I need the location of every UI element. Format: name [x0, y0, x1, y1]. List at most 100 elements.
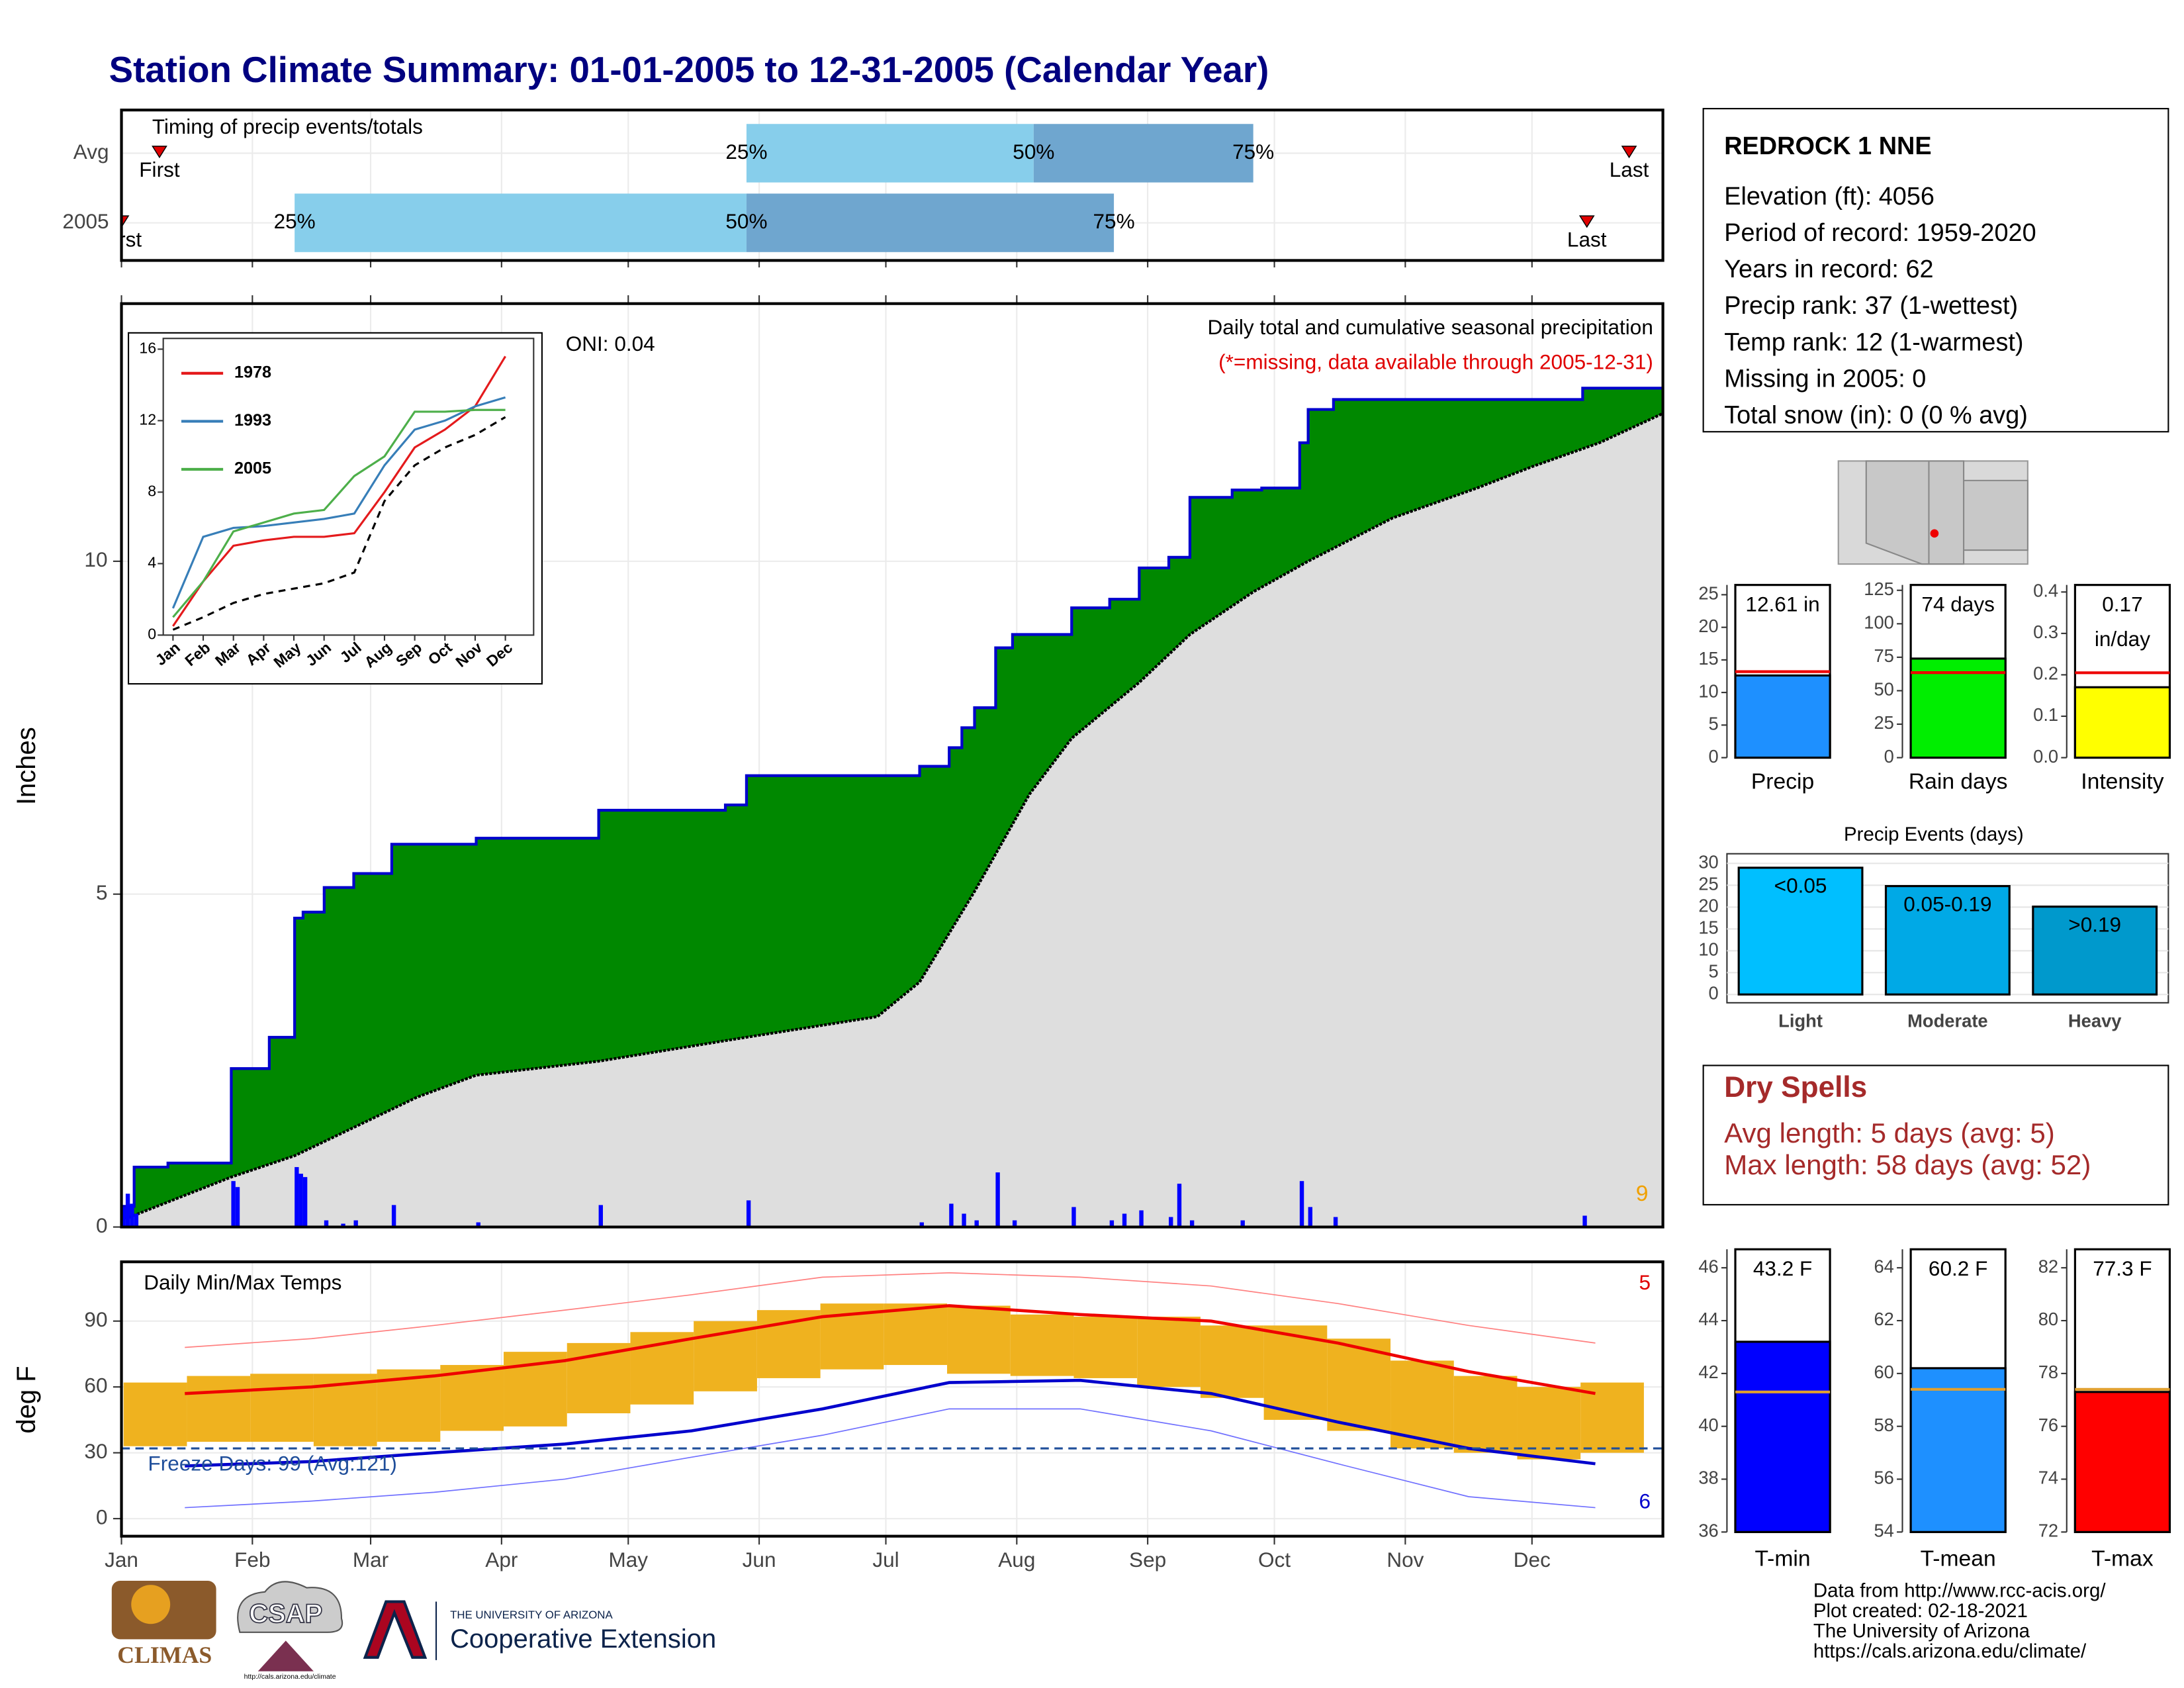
y-tick-label: 0 — [1709, 746, 1719, 767]
count-label: 9 — [1636, 1182, 1649, 1206]
station-line: Years in record: 62 — [1724, 256, 1933, 283]
station-line: Temp rank: 12 (1-warmest) — [1724, 328, 2023, 356]
daily-bar — [121, 1207, 126, 1227]
x-tick-label: Dec — [1514, 1548, 1551, 1571]
legend-label: 1993 — [234, 411, 271, 430]
daily-bar — [1177, 1184, 1182, 1227]
value-label: 12.61 in — [1745, 592, 1819, 616]
percent-label: 25% — [274, 209, 316, 233]
csap-cloud — [237, 1581, 343, 1633]
daily-bar — [476, 1222, 480, 1227]
y-tick-label: 76 — [2038, 1415, 2058, 1435]
bar-name: Rain days — [1909, 769, 2008, 794]
y-tick-label: 74 — [2038, 1468, 2058, 1488]
temp-range-bar — [1137, 1317, 1201, 1387]
record-min-line — [185, 1408, 1596, 1509]
row-label: 2005 — [62, 209, 109, 233]
value-label: 0.17 — [2102, 592, 2142, 616]
cumulative-line — [121, 387, 1663, 1208]
temp-range-bar — [1517, 1387, 1581, 1460]
y-tick-label: 15 — [1698, 648, 1718, 669]
y-tick-label: 36 — [1698, 1521, 1718, 1541]
x-tick-label: Oct — [1258, 1548, 1291, 1571]
legend-label: 2005 — [234, 459, 271, 478]
bar — [1909, 657, 2007, 759]
row-label: Avg — [73, 140, 109, 164]
y-tick-label: 25 — [1698, 583, 1718, 604]
daily-bar — [130, 1203, 134, 1227]
daily-bar — [1240, 1220, 1245, 1227]
events-title: Precip Events (days) — [1844, 823, 2024, 845]
timing-clip: 25% 50% 75% First Last 25% 50% 75% First Last — [121, 124, 1649, 252]
daily-bar — [1071, 1207, 1076, 1227]
climas-text: CLIMAS — [117, 1642, 212, 1668]
timing-bar — [746, 193, 1115, 252]
timing-marker — [121, 215, 130, 228]
y-tick-label: 30 — [1698, 851, 1718, 872]
timing-marker — [1578, 215, 1595, 228]
y-tick-label: 0 — [96, 1505, 108, 1528]
daily-bar — [1333, 1217, 1338, 1227]
timing-marker — [1621, 146, 1637, 159]
ua-small: THE UNIVERSITY OF ARIZONA — [450, 1609, 613, 1621]
y-tick-label: 62 — [1874, 1309, 1893, 1329]
y-tick-label: 56 — [1874, 1468, 1893, 1488]
inset-y-label: 12 — [139, 411, 156, 428]
daily-bar — [1299, 1181, 1304, 1227]
freeze-label: Freeze Days: 99 (Avg:121) — [148, 1452, 397, 1476]
x-tick-label: Jun — [743, 1548, 776, 1571]
event-value-label: <0.05 — [1774, 874, 1827, 898]
station-box — [1702, 108, 2169, 433]
bar-name: T-max — [2091, 1546, 2154, 1571]
daily-bar — [341, 1223, 345, 1227]
y-tick-label: 44 — [1698, 1309, 1718, 1329]
station-line: Elevation (ft): 4056 — [1724, 183, 1934, 211]
y-tick-label: 72 — [2038, 1521, 2058, 1541]
x-tick-label: Jan — [105, 1548, 138, 1571]
value-label: 43.2 F — [1753, 1256, 1812, 1280]
temp-range-bar — [884, 1303, 948, 1366]
y-tick-label: 20 — [1698, 895, 1718, 915]
daily-bar — [962, 1213, 966, 1227]
temp-range-bar — [1327, 1338, 1391, 1431]
marker-label: First — [139, 158, 180, 181]
daily-bar — [949, 1203, 954, 1227]
y-tick-label: 38 — [1698, 1468, 1718, 1488]
x-tick-label: Mar — [353, 1548, 388, 1571]
inset-plot — [162, 338, 535, 636]
logos: CLIMAS CSAP http://cals.arizona.edu/clim… — [111, 1580, 716, 1681]
legend-label: 1978 — [234, 363, 271, 382]
x-tick-label: Aug — [998, 1548, 1035, 1571]
map-border — [1928, 461, 1965, 565]
temp-range-bar — [947, 1305, 1011, 1374]
marker-label: Last — [1610, 158, 1649, 181]
daily-bar — [295, 1167, 299, 1227]
daily-bar — [746, 1200, 751, 1227]
y-tick-label: 90 — [84, 1307, 107, 1331]
timing-bar — [295, 193, 747, 252]
map-state — [1865, 460, 2028, 565]
daily-bar — [1109, 1220, 1115, 1227]
temp-range-bar — [1453, 1376, 1518, 1453]
percent-label: 50% — [725, 209, 767, 233]
footer-line: Plot created: 02-18-2021 — [1813, 1600, 2028, 1622]
percent-label: 75% — [1093, 209, 1135, 233]
y-tick-label: 0.2 — [2033, 663, 2058, 684]
temp-range-bar — [1073, 1317, 1138, 1378]
daily-bar — [598, 1205, 603, 1227]
y-tick-label: 0 — [1709, 983, 1719, 1004]
station-line: Total snow (in): 0 (0 % avg) — [1724, 402, 2028, 430]
average-area — [121, 413, 1663, 1227]
x-tick-label: Apr — [485, 1548, 518, 1571]
temp-range-bar — [187, 1376, 251, 1442]
y-tick-label: 58 — [1874, 1415, 1893, 1435]
y-tick-label: 10 — [1698, 680, 1718, 701]
inset-y-label: 4 — [148, 554, 156, 571]
timing-marker — [152, 146, 167, 159]
daily-bar — [353, 1220, 358, 1227]
bar — [1734, 674, 1831, 759]
csap-mountain — [257, 1640, 314, 1671]
x-tick-label: Light — [1778, 1011, 1823, 1031]
y-tick-label: 0.3 — [2033, 622, 2058, 642]
